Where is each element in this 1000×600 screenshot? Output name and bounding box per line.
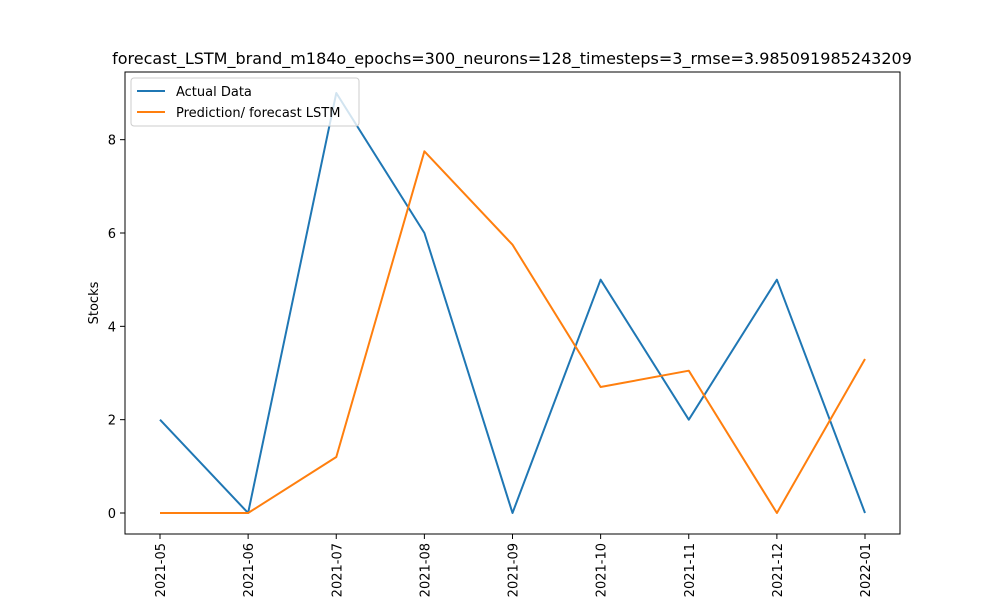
plot-area [125, 72, 900, 534]
legend-label-actual: Actual Data [176, 85, 252, 100]
x-tick-label: 2021-09 [507, 543, 522, 597]
x-tick-label: 2021-08 [418, 543, 433, 597]
legend: Actual Data Prediction/ forecast LSTM [130, 77, 360, 127]
y-axis-label: Stocks [87, 281, 102, 324]
x-tick-label: 2021-05 [154, 543, 169, 597]
x-tick-label: 2021-10 [595, 543, 610, 597]
plot-frame [124, 71, 901, 535]
y-tick-label: 2 [108, 414, 116, 429]
legend-label-prediction: Prediction/ forecast LSTM [176, 106, 340, 121]
y-tick-label: 8 [108, 134, 116, 149]
x-tick-label: 2021-07 [330, 543, 345, 597]
x-tick-label: 2021-12 [771, 543, 786, 597]
y-tick-label: 4 [108, 320, 116, 335]
series-lines [159, 92, 866, 514]
chart-title: forecast_LSTM_brand_m184o_epochs=300_neu… [112, 49, 912, 69]
x-tick-label: 2021-11 [683, 543, 698, 597]
x-tick-label: 2022-01 [859, 543, 874, 597]
x-axis: 2021-05 2021-06 2021-07 2021-08 2021-09 2021-… [154, 534, 874, 597]
series-line-1 [160, 150, 866, 514]
x-tick-label: 2021-06 [242, 543, 257, 597]
y-tick-label: 6 [108, 227, 116, 242]
y-axis: 0 2 4 6 8 [108, 134, 125, 522]
legend-box [130, 77, 360, 127]
y-tick-label: 0 [108, 507, 116, 522]
series-line-0 [159, 92, 866, 514]
